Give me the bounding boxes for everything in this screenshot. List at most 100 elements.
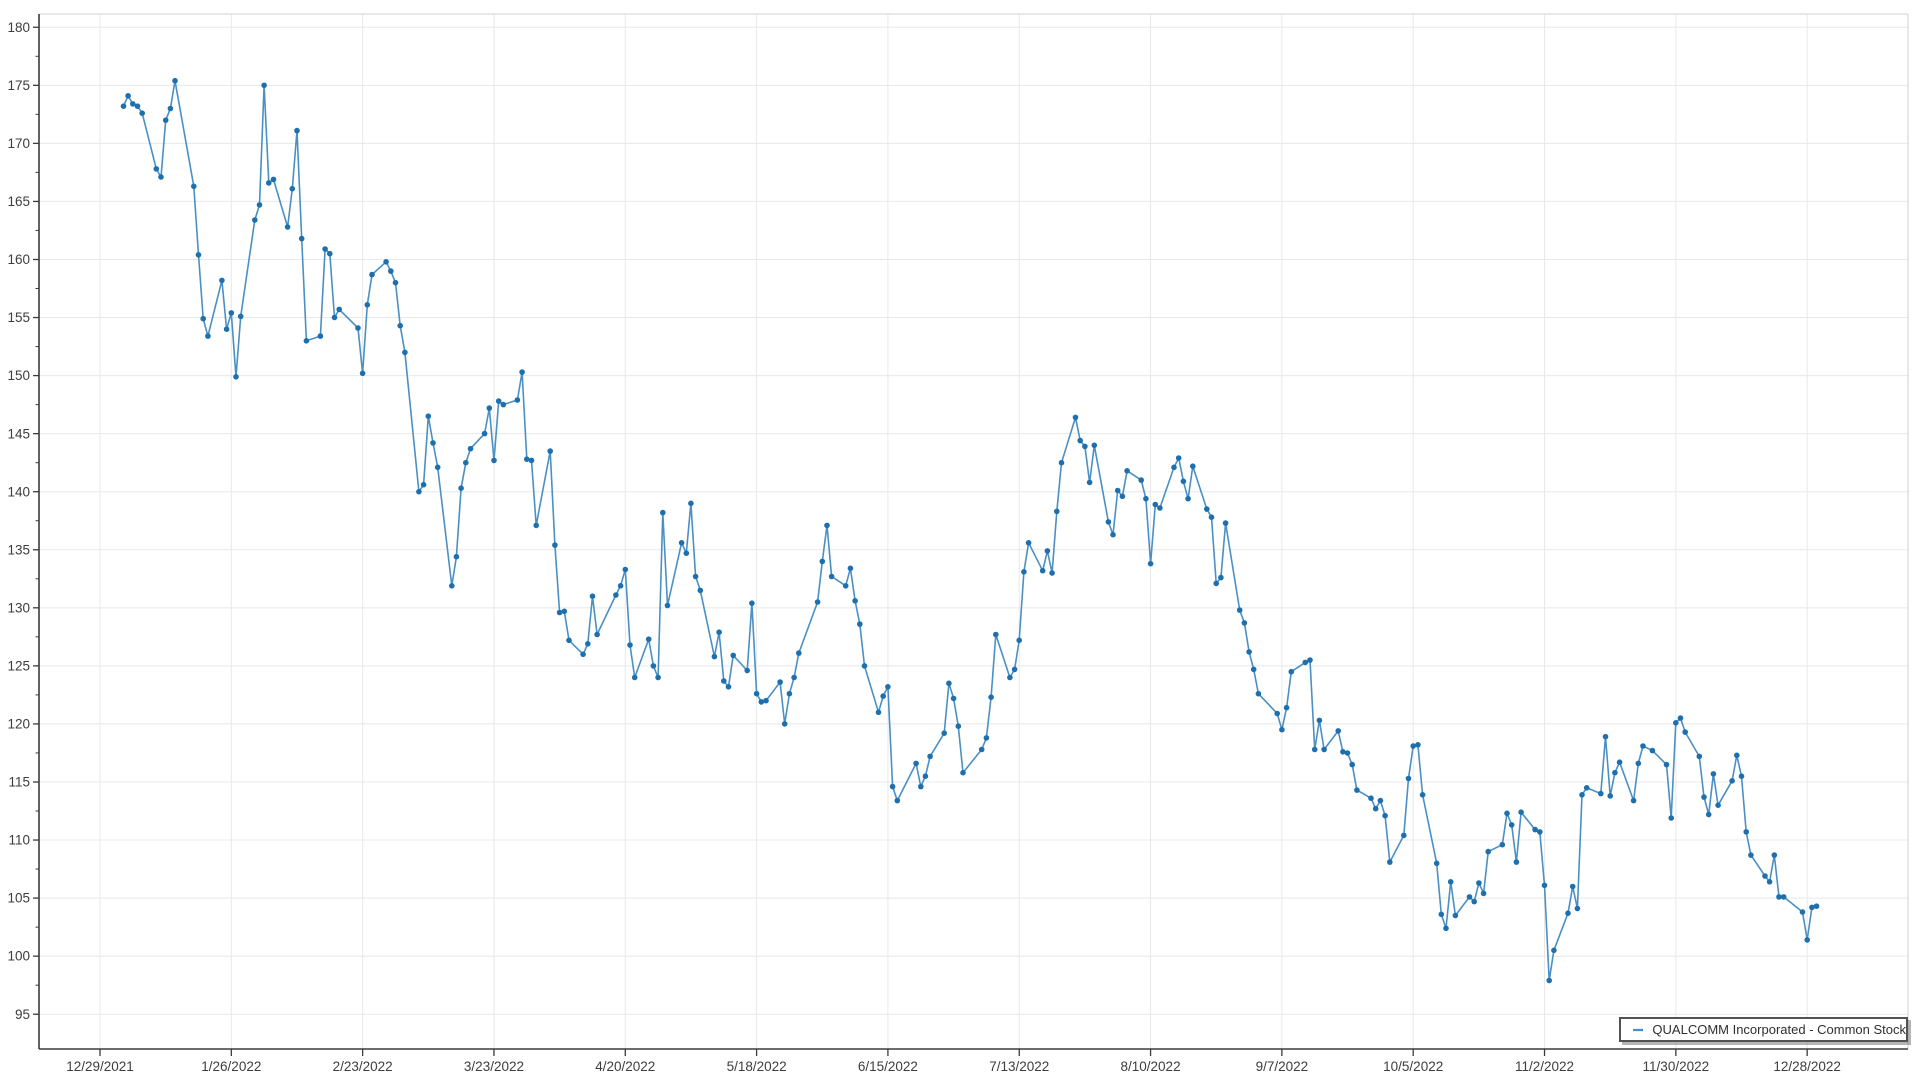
data-point-marker	[1780, 894, 1787, 900]
data-point-marker	[449, 583, 455, 589]
data-point-marker	[1171, 464, 1177, 471]
data-point-marker	[519, 369, 525, 375]
x-axis-tick-label: 4/20/2022	[595, 1059, 655, 1074]
data-point-marker	[645, 636, 652, 642]
data-point-marker	[1349, 761, 1355, 768]
data-point-marker	[786, 690, 793, 697]
data-point-marker	[1405, 775, 1412, 782]
data-point-marker	[1616, 759, 1623, 765]
data-point-marker	[1016, 637, 1022, 644]
data-point-marker	[1190, 463, 1196, 470]
data-point-marker	[369, 271, 375, 278]
data-point-marker	[857, 621, 863, 627]
data-point-marker	[1157, 505, 1163, 511]
data-point-marker	[364, 302, 371, 308]
x-axis-tick-label: 10/5/2022	[1383, 1059, 1443, 1074]
data-point-marker	[791, 674, 797, 681]
data-point-marker	[383, 259, 389, 265]
data-point-marker	[664, 602, 671, 609]
data-point-marker	[1743, 829, 1749, 835]
data-point-marker	[561, 608, 568, 615]
data-point-marker	[524, 456, 530, 463]
data-point-marker	[458, 485, 464, 492]
data-point-marker	[1602, 733, 1609, 740]
data-point-marker	[1119, 493, 1126, 500]
data-point-marker	[711, 653, 718, 660]
data-point-marker	[397, 322, 404, 329]
data-point-marker	[1072, 414, 1079, 421]
data-point-marker	[1419, 792, 1426, 798]
data-point-marker	[1213, 580, 1219, 587]
data-point-marker	[430, 440, 436, 446]
data-point-marker	[139, 110, 145, 116]
data-point-marker	[514, 397, 521, 403]
data-point-marker	[162, 117, 169, 123]
data-point-marker	[533, 522, 539, 529]
data-point-marker	[1630, 797, 1637, 804]
data-point-marker	[1105, 519, 1112, 525]
data-point-marker	[1485, 848, 1491, 855]
data-point-marker	[585, 641, 591, 647]
data-point-marker	[420, 481, 427, 488]
data-point-marker	[528, 457, 535, 464]
data-point-marker	[950, 695, 957, 702]
data-point-marker	[781, 721, 788, 727]
data-point-marker	[749, 600, 755, 606]
data-point-marker	[1152, 501, 1159, 508]
data-point-marker	[1640, 743, 1646, 749]
data-point-marker	[758, 699, 765, 705]
data-point-marker	[796, 650, 802, 656]
data-point-marker	[1499, 841, 1506, 848]
data-point-marker	[233, 374, 239, 380]
data-point-marker	[1021, 569, 1027, 575]
y-axis-tick-label: 145	[7, 426, 30, 441]
data-point-marker	[927, 753, 933, 760]
data-point-marker	[1382, 812, 1388, 819]
y-axis-tick-label: 95	[15, 1007, 30, 1022]
data-point-marker	[1612, 769, 1618, 776]
data-point-marker	[1452, 912, 1459, 919]
data-point-marker	[622, 566, 629, 573]
data-point-marker	[1433, 860, 1440, 867]
y-axis-tick-label: 160	[7, 252, 30, 267]
data-point-marker	[1508, 822, 1515, 828]
data-point-marker	[195, 252, 202, 258]
data-point-marker	[1734, 752, 1740, 759]
data-point-marker	[1715, 802, 1721, 808]
y-axis-tick-label: 175	[7, 78, 30, 93]
data-point-marker	[655, 674, 661, 681]
data-point-marker	[1771, 852, 1778, 858]
x-axis-tick-label: 6/15/2022	[858, 1059, 918, 1074]
data-point-marker	[1321, 746, 1327, 753]
data-point-marker	[167, 105, 174, 112]
data-point-marker	[463, 459, 469, 466]
data-point-marker	[1091, 442, 1098, 449]
data-point-marker	[1401, 832, 1407, 839]
legend: QUALCOMM Incorporated - Common Stock	[1619, 1017, 1908, 1042]
x-axis-tick-label: 11/30/2022	[1643, 1059, 1710, 1074]
data-point-marker	[331, 314, 338, 321]
data-point-marker	[1246, 649, 1252, 655]
legend-series-label: QUALCOMM Incorporated - Common Stock	[1652, 1022, 1906, 1037]
x-axis-tick-label: 12/29/2021	[66, 1059, 134, 1074]
data-point-marker	[134, 103, 141, 109]
data-point-marker	[125, 93, 131, 99]
data-point-marker	[1180, 478, 1187, 485]
data-point-marker	[1307, 657, 1313, 663]
x-axis-tick-label: 3/23/2022	[464, 1059, 524, 1074]
data-point-marker	[1086, 479, 1093, 486]
data-point-marker	[1311, 746, 1318, 753]
data-point-marker	[1551, 947, 1557, 954]
data-point-marker	[1279, 726, 1285, 733]
data-point-marker	[589, 593, 596, 599]
data-point-marker	[678, 540, 685, 546]
data-point-marker	[547, 448, 553, 454]
data-point-marker	[1546, 977, 1552, 984]
data-point-marker	[1044, 548, 1051, 554]
data-point-marker	[1316, 717, 1323, 724]
data-point-marker	[481, 430, 488, 437]
data-point-marker	[988, 694, 994, 700]
data-point-marker	[613, 592, 619, 598]
data-point-marker	[885, 684, 891, 690]
data-point-marker	[1748, 852, 1754, 858]
